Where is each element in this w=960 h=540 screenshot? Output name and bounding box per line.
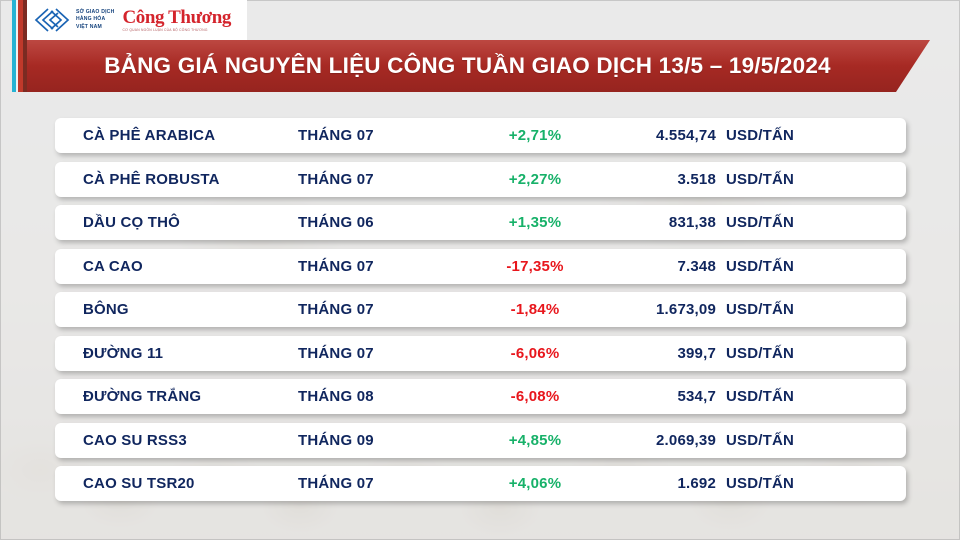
price-change-percent: -17,35%	[506, 257, 564, 275]
price-unit: USD/TẤN	[726, 344, 795, 362]
publisher-subtitle: CƠ QUAN NGÔN LUẬN CỦA BỘ CÔNG THƯƠNG	[122, 28, 208, 33]
price-value: 1.673,09	[656, 301, 716, 318]
contract-month: THÁNG 07	[298, 257, 374, 275]
commodity-name: CAO SU TSR20	[83, 475, 195, 492]
commodity-name: ĐƯỜNG TRẮNG	[83, 388, 202, 405]
commodity-name: ĐƯỜNG 11	[83, 344, 164, 362]
price-unit: USD/TẤN	[726, 214, 795, 231]
commodity-name: CÀ PHÊ ARABICA	[83, 127, 216, 144]
table-row[interactable]: CA CAO THÁNG 07 -17,35% 7.348 USD/TẤN	[55, 248, 906, 284]
price-change-percent: +2,27%	[508, 170, 562, 188]
vnx-diamond-mark	[34, 8, 70, 32]
price-value: 3.518	[677, 170, 716, 188]
publisher-logo: Công Thương CƠ QUAN NGÔN LUẬN CỦA BỘ CÔN…	[122, 8, 231, 33]
page-header: SỞ GIAO DỊCH HÀNG HÓA VIỆT NAM Công Thươ…	[0, 0, 960, 96]
price-unit: USD/TẤN	[726, 257, 795, 275]
table-row[interactable]: CÀ PHÊ ARABICA THÁNG 07 +2,71% 4.554,74 USD/…	[55, 118, 906, 153]
contract-month: THÁNG 07	[298, 301, 374, 318]
table-row[interactable]: CÀ PHÊ ROBUSTA THÁNG 07 +2,27% 3.518 USD/TẤN	[55, 161, 906, 197]
logo-plate	[27, 0, 247, 40]
contract-month: THÁNG 09	[298, 431, 374, 449]
contract-month: THÁNG 07	[298, 170, 374, 188]
contract-month: THÁNG 07	[298, 475, 374, 492]
publisher-title: Công Thương	[122, 6, 231, 28]
contract-month: THÁNG 06	[298, 214, 374, 231]
table-row[interactable]: CAO SU RSS3 THÁNG 09 +4,85% 2.069,39 USD/TẤN	[55, 422, 906, 458]
title-banner: BẢNG GIÁ NGUYÊN LIỆU CÔNG TUẦN GIAO DỊCH…	[27, 40, 930, 92]
price-unit: USD/TẤN	[726, 475, 795, 492]
price-change-percent: -1,84%	[510, 301, 560, 318]
table-row[interactable]: ĐƯỜNG TRẮNG THÁNG 08 -6,08% 534,7 USD/TẤN	[55, 379, 906, 414]
price-unit: USD/TẤN	[726, 127, 795, 144]
price-change-percent: -6,06%	[510, 344, 560, 362]
exchange-name-text: SỞ GIAO DỊCH HÀNG HÓA VIỆT NAM	[76, 8, 115, 30]
price-change-percent: +4,06%	[508, 475, 562, 492]
commodity-name: CAO SU RSS3	[83, 431, 187, 449]
commodity-name: CA CAO	[83, 257, 143, 275]
price-value: 2.069,39	[656, 431, 716, 449]
price-value: 399,7	[677, 344, 716, 362]
price-change-percent: +1,35%	[508, 214, 562, 231]
price-unit: USD/TẤN	[726, 301, 795, 318]
cyan-stripe	[12, 0, 16, 92]
white-stripe	[16, 0, 18, 92]
price-change-percent: -6,08%	[510, 388, 560, 405]
contract-month: THÁNG 08	[298, 388, 374, 405]
price-value: 7.348	[677, 257, 716, 275]
price-change-percent: +2,71%	[508, 127, 562, 144]
price-unit: USD/TẤN	[726, 388, 795, 405]
table-row[interactable]: ĐƯỜNG 11 THÁNG 07 -6,06% 399,7 USD/TẤN	[55, 335, 906, 371]
price-value: 831,38	[668, 214, 716, 231]
page-title: BẢNG GIÁ NGUYÊN LIỆU CÔNG TUẦN GIAO DỊCH…	[104, 53, 831, 78]
price-table: CÀ PHÊ ARABICA THÁNG 07 +2,71% 4.554,74 USD/…	[55, 118, 906, 510]
table-row[interactable]: CAO SU TSR20 THÁNG 07 +4,06% 1.692 USD/TẤN	[55, 466, 906, 501]
commodity-name: BÔNG	[83, 301, 129, 318]
red-stripe	[18, 0, 23, 92]
table-row[interactable]: BÔNG THÁNG 07 -1,84% 1.673,09 USD/TẤN	[55, 292, 906, 327]
commodity-name: DẦU CỌ THÔ	[83, 214, 180, 231]
price-unit: USD/TẤN	[726, 431, 795, 449]
price-unit: USD/TẤN	[726, 170, 795, 188]
dark-red-stripe	[23, 0, 27, 92]
price-value: 1.692	[677, 475, 716, 492]
price-value: 534,7	[677, 388, 716, 405]
price-change-percent: +4,85%	[508, 431, 562, 449]
commodity-name: CÀ PHÊ ROBUSTA	[83, 170, 220, 188]
logo-group: SỞ GIAO DỊCH HÀNG HÓA VIỆT NAM Công Thươ…	[27, 0, 257, 40]
contract-month: THÁNG 07	[298, 344, 374, 362]
table-row[interactable]: DẦU CỌ THÔ THÁNG 06 +1,35% 831,38 USD/TẤN	[55, 205, 906, 240]
price-value: 4.554,74	[656, 127, 716, 144]
contract-month: THÁNG 07	[298, 127, 374, 144]
